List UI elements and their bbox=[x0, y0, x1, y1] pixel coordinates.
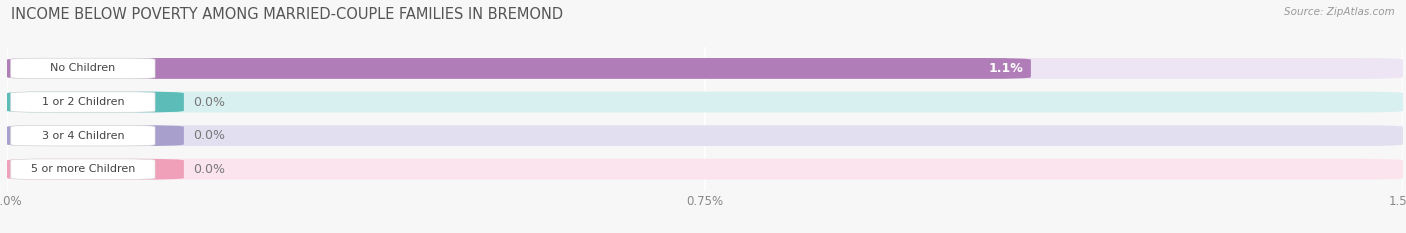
FancyBboxPatch shape bbox=[11, 125, 155, 146]
FancyBboxPatch shape bbox=[7, 92, 1403, 113]
FancyBboxPatch shape bbox=[7, 159, 1403, 180]
FancyBboxPatch shape bbox=[11, 159, 155, 179]
FancyBboxPatch shape bbox=[7, 58, 1403, 79]
Text: No Children: No Children bbox=[51, 63, 115, 73]
FancyBboxPatch shape bbox=[7, 125, 184, 146]
FancyBboxPatch shape bbox=[7, 58, 1031, 79]
Text: 3 or 4 Children: 3 or 4 Children bbox=[42, 131, 124, 141]
FancyBboxPatch shape bbox=[7, 159, 184, 180]
Text: 5 or more Children: 5 or more Children bbox=[31, 164, 135, 174]
Text: Source: ZipAtlas.com: Source: ZipAtlas.com bbox=[1284, 7, 1395, 17]
Text: 0.0%: 0.0% bbox=[193, 129, 225, 142]
Text: 0.0%: 0.0% bbox=[193, 96, 225, 109]
Text: 1.1%: 1.1% bbox=[988, 62, 1024, 75]
FancyBboxPatch shape bbox=[11, 92, 155, 112]
FancyBboxPatch shape bbox=[11, 58, 155, 79]
Text: 1 or 2 Children: 1 or 2 Children bbox=[42, 97, 124, 107]
Text: 0.0%: 0.0% bbox=[193, 163, 225, 176]
FancyBboxPatch shape bbox=[7, 92, 184, 113]
Text: INCOME BELOW POVERTY AMONG MARRIED-COUPLE FAMILIES IN BREMOND: INCOME BELOW POVERTY AMONG MARRIED-COUPL… bbox=[11, 7, 564, 22]
FancyBboxPatch shape bbox=[7, 125, 1403, 146]
